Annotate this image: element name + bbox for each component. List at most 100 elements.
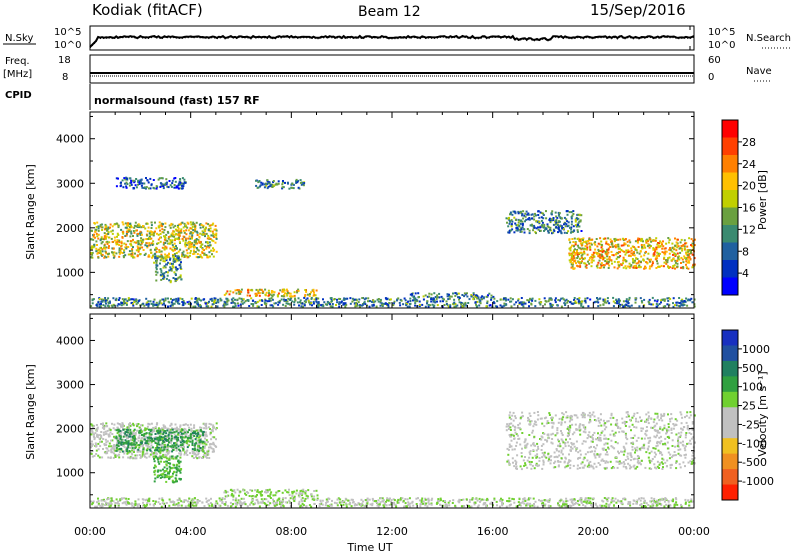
power-cell: [120, 251, 122, 253]
power-cell: [140, 237, 142, 239]
vel-cell: [182, 429, 184, 431]
vel-cell: [172, 432, 174, 434]
power-cell: [530, 303, 532, 305]
vel-cell: [178, 478, 180, 480]
vel-cell: [115, 456, 117, 458]
vel-cell: [160, 433, 162, 435]
vel-cell: [594, 463, 596, 465]
power-cell: [641, 246, 643, 248]
power-cell: [635, 302, 637, 304]
vel-cell: [645, 451, 647, 453]
power-cell: [642, 240, 644, 242]
power-cell: [147, 305, 149, 307]
vel-cell: [91, 441, 93, 443]
power-cell: [104, 297, 106, 299]
vel-cell: [204, 443, 206, 445]
noise-search-dots: [90, 37, 694, 48]
power-cell: [217, 299, 219, 301]
power-cell: [96, 235, 98, 237]
vel-cell: [521, 448, 523, 450]
power-cell: [128, 297, 130, 299]
power-cell: [150, 233, 152, 235]
power-cell: [531, 300, 533, 302]
power-cell: [601, 254, 603, 256]
vel-cell: [512, 457, 514, 459]
power-cell: [676, 260, 678, 262]
power-cell: [281, 295, 283, 297]
power-cell: [126, 178, 128, 180]
power-cell: [604, 257, 606, 259]
vel-cell: [146, 432, 148, 434]
vel-cell: [155, 426, 157, 428]
power-cell: [582, 237, 584, 239]
vel-cell: [561, 412, 563, 414]
power-cell: [156, 265, 158, 267]
power-cell: [189, 227, 191, 229]
power-cell: [671, 259, 673, 261]
power-cell: [430, 298, 432, 300]
power-cell: [187, 222, 189, 224]
power-cell: [143, 249, 145, 251]
power-cell: [626, 252, 628, 254]
power-cell: [105, 303, 107, 305]
power-cell: [618, 265, 620, 267]
vel-cell: [605, 462, 607, 464]
power-cell: [542, 213, 544, 215]
power-cell: [146, 245, 148, 247]
vel-cell: [648, 457, 650, 459]
power-cell: [174, 258, 176, 260]
vel-cell: [109, 443, 111, 445]
power-cell: [627, 266, 629, 268]
power-cell: [190, 221, 192, 223]
power-cell: [213, 256, 215, 258]
vel-cell: [272, 494, 274, 496]
power-cell: [675, 302, 677, 304]
power-cell: [409, 303, 411, 305]
power-cell: [191, 238, 193, 240]
power-cell: [296, 181, 298, 183]
power-cell: [673, 297, 675, 299]
vel-cell: [133, 449, 135, 451]
power-cell: [172, 303, 174, 305]
vel-cell: [153, 458, 155, 460]
nave-tick-top: 60: [708, 55, 721, 66]
power-cell: [137, 235, 139, 237]
vel-cell: [516, 442, 518, 444]
vel-cell: [528, 434, 530, 436]
power-cell: [165, 178, 167, 180]
power-cell: [632, 267, 634, 269]
power-cell: [634, 265, 636, 267]
power-cell: [597, 253, 599, 255]
vel-cell: [191, 455, 193, 457]
power-cell: [448, 294, 450, 296]
vel-cell: [648, 422, 650, 424]
power-cell: [264, 183, 266, 185]
vel-cell: [169, 425, 171, 427]
power-cell: [396, 299, 398, 301]
power-cell: [599, 237, 601, 239]
vel-cell: [190, 430, 192, 432]
power-cell: [436, 294, 438, 296]
vel-cell: [149, 440, 151, 442]
vel-cell: [182, 444, 184, 446]
power-cell: [655, 237, 657, 239]
power-cell: [96, 244, 98, 246]
vel-cell: [539, 457, 541, 459]
vel-cell: [157, 430, 159, 432]
power-cell: [125, 227, 127, 229]
power-cell: [135, 178, 137, 180]
vel-cell: [588, 431, 590, 433]
power-cell: [178, 300, 180, 302]
power-cell: [451, 296, 453, 298]
vel-cell: [192, 441, 194, 443]
power-cell: [487, 301, 489, 303]
vel-cell: [668, 429, 670, 431]
power-cell: [121, 242, 123, 244]
vel-cell: [91, 433, 93, 435]
vel-cell: [624, 421, 626, 423]
power-cell: [259, 300, 261, 302]
power-cell: [338, 306, 340, 308]
vel-cell: [561, 450, 563, 452]
vel-cell: [129, 422, 131, 424]
power-cell: [137, 247, 139, 249]
